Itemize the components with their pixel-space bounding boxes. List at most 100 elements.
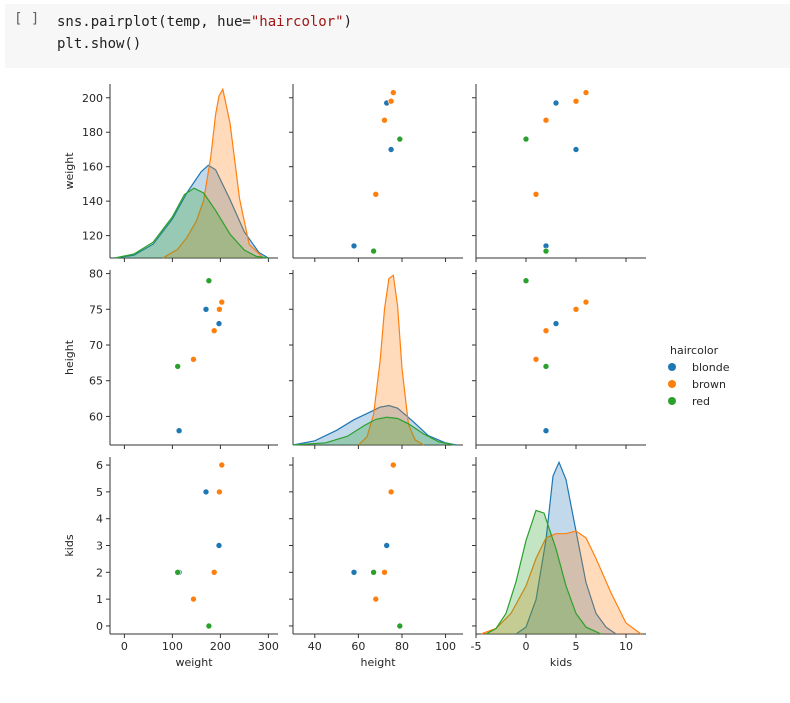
scatter-point-blonde [202,305,210,313]
y-tick-label: 3 [96,540,103,553]
kde-fill-red-height [293,417,455,445]
scatter-point-brown [582,298,590,306]
y-tick-label: 1 [96,593,103,606]
scatter-point-brown [542,116,550,124]
legend-title: haircolor [670,344,719,357]
code-line1-suffix: ) [343,14,353,30]
scatter-point-brown [216,488,223,496]
x-tick-label: 0 [121,640,128,653]
scatter-point-red [174,568,181,576]
y-tick-label: 2 [96,566,103,579]
scatter-point-red [205,277,213,285]
kde-fill-brown-height [358,275,424,445]
y-tick-label: 120 [82,230,103,243]
scatter-point-brown [216,305,223,313]
kde-fill-blonde-kids [516,462,616,634]
x-tick-label: 60 [351,640,365,653]
legend-label-brown: brown [692,378,726,391]
kde-fill-brown-weight [162,89,264,258]
scatter-point-red [396,135,404,143]
scatter-point-red [370,247,377,255]
scatter-point-red [542,247,550,255]
scatter-point-brown [542,327,550,335]
scatter-point-brown [190,595,197,603]
scatter-point-brown [582,89,590,96]
scatter-point-brown [190,355,197,363]
kde-line-red-height [292,416,455,446]
scatter-point-blonde [350,568,358,576]
x-axis-label: kids [550,656,572,669]
y-tick-label: 65 [89,375,103,388]
kde-line-blonde-height [292,404,457,446]
legend-marker-brown [668,380,676,388]
scatter-point-blonde [202,488,210,496]
x-tick-label: 100 [162,640,183,653]
scatter-point-brown [381,116,388,124]
scatter-point-brown [381,568,388,576]
cell-prompt[interactable]: [ ] [14,11,40,27]
kde-line-brown-weight [162,87,265,259]
y-tick-label: 140 [82,195,103,208]
scatter-point-brown [572,305,580,313]
scatter-point-brown [389,89,397,96]
legend-marker-red [668,397,676,405]
y-tick-label: 200 [82,92,103,105]
kde-fill-blonde-height [293,405,457,445]
kde-line-red-weight [114,187,269,259]
kde-line-blonde-kids [515,460,617,635]
scatter-point-brown [218,298,226,306]
y-tick-label: 4 [96,513,103,526]
scatter-point-brown [389,461,397,469]
scatter-point-blonde [542,427,550,435]
x-tick-label: 0 [523,640,530,653]
kde-fill-brown-kids [481,531,641,634]
y-tick-label: 70 [89,339,103,352]
scatter-point-red [174,363,181,370]
scatter-point-brown [532,191,540,198]
scatter-point-blonde [175,427,183,435]
y-tick-label: 75 [89,303,103,316]
scatter-point-blonde [215,320,223,327]
kde-line-red-kids [485,509,602,635]
y-tick-label: 160 [82,161,103,174]
x-tick-label: 100 [435,640,456,653]
x-tick-label: 5 [573,640,580,653]
x-tick-label: 40 [308,640,322,653]
legend-label-blonde: blonde [692,361,730,374]
x-axis-label: weight [175,656,213,669]
x-tick-label: -5 [471,640,482,653]
scatter-point-brown [210,568,218,576]
scatter-point-brown [532,355,540,363]
code-line1-string: "haircolor" [250,14,344,30]
x-tick-label: 300 [258,640,279,653]
kde-fill-red-weight [114,188,269,258]
scatter-point-blonde [383,542,391,549]
code-cell[interactable] [5,4,790,68]
y-tick-label: 60 [89,410,103,423]
scatter-point-brown [387,97,395,105]
scatter-point-blonde [387,146,395,153]
cell-output: 120 140 160 180 200 weight 60 65 70 75 80 height 0 1 2… [0,72,790,696]
y-axis-label: weight [63,152,76,190]
kde-line-brown-height [357,274,425,446]
scatter-point-blonde [215,542,223,549]
code-line2: plt.show() [57,36,142,52]
y-axis-label: height [63,339,76,375]
scatter-point-red [396,622,404,630]
y-tick-label: 5 [96,486,103,499]
code-editor[interactable]: sns.pairplot(temp, hue="haircolor") plt.… [57,11,352,55]
x-tick-label: 80 [395,640,409,653]
scatter-point-red [370,568,377,576]
legend-label-red: red [692,395,710,408]
y-tick-label: 6 [96,459,103,472]
scatter-point-brown [387,488,395,496]
x-axis-label: height [360,656,396,669]
pairplot-figure: 120140160180200weight6065707580height012… [63,84,730,669]
scatter-point-blonde [552,99,560,107]
scatter-point-red [522,135,530,143]
code-line1-prefix: sns.pairplot(temp, hue= [57,14,251,30]
scatter-point-brown [572,97,580,105]
y-tick-label: 80 [89,268,103,281]
x-tick-label: 10 [619,640,633,653]
scatter-point-red [522,277,530,285]
